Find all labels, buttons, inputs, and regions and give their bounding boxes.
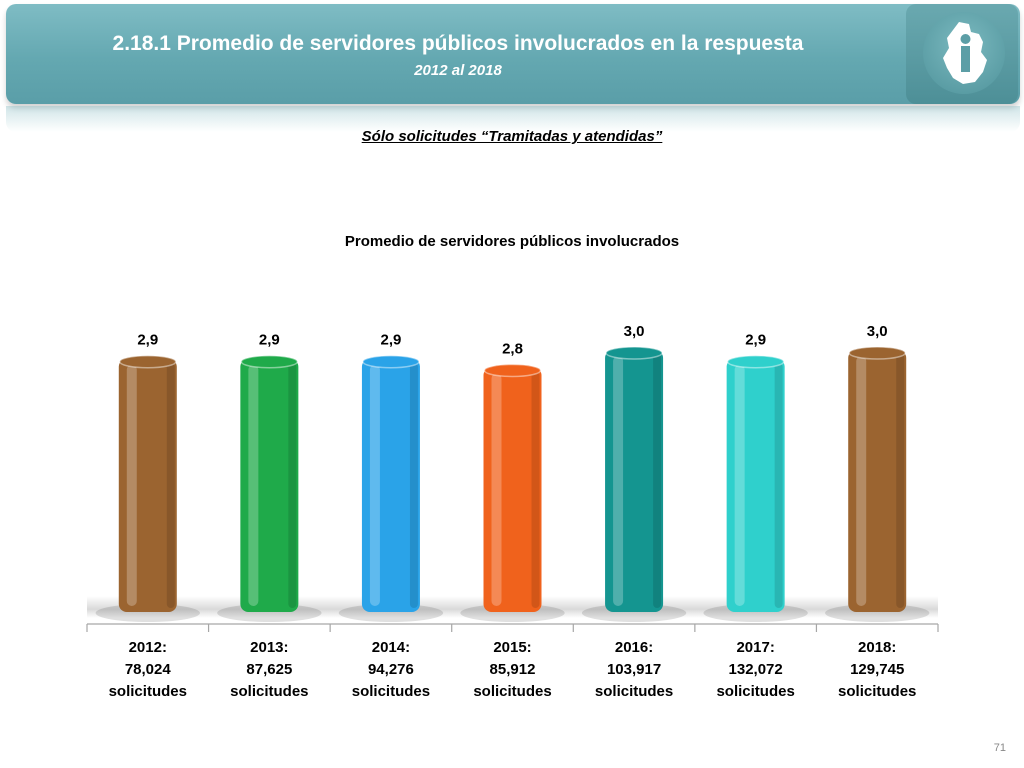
bar xyxy=(726,358,785,612)
bar-highlight xyxy=(491,373,502,606)
bar-cap xyxy=(605,346,663,360)
bar-highlight xyxy=(734,364,745,606)
cdmx-map-logo-icon xyxy=(943,22,987,84)
category-label-year: 2018: xyxy=(858,639,896,656)
bar xyxy=(240,358,299,612)
bar-edge xyxy=(653,354,662,608)
bar-edge xyxy=(531,371,540,608)
bar xyxy=(118,358,177,612)
bar-cap xyxy=(848,346,906,360)
category-label-year: 2014: xyxy=(372,639,410,656)
bar-cap xyxy=(483,363,542,378)
bar-cap xyxy=(362,354,420,369)
category-label-count: 78,024 xyxy=(125,661,172,678)
category-label-count: 103,917 xyxy=(607,661,661,678)
category-label-year: 2012: xyxy=(129,639,167,656)
category-label-count: 129,745 xyxy=(850,661,904,678)
page-subtitle: 2012 al 2018 xyxy=(414,62,502,79)
filter-note: Sólo solicitudes “Tramitadas y atendidas… xyxy=(361,128,663,145)
bar-value-label: 2,9 xyxy=(380,332,401,349)
bar xyxy=(848,350,907,612)
bar-cap xyxy=(119,354,177,369)
bar-highlight xyxy=(613,356,624,606)
page-title: 2.18.1 Promedio de servidores públicos i… xyxy=(112,32,804,55)
bar-highlight xyxy=(126,364,137,606)
chart-title: Promedio de servidores públicos involucr… xyxy=(345,233,679,250)
bar-edge xyxy=(166,362,175,608)
bar xyxy=(361,358,420,612)
category-label-unit: solicitudes xyxy=(473,683,551,700)
bar xyxy=(483,367,542,612)
category-label-count: 85,912 xyxy=(490,661,536,678)
logo-tile xyxy=(906,4,1018,104)
bar-edge xyxy=(774,362,783,608)
category-label-count: 94,276 xyxy=(368,661,414,678)
bar-value-label: 3,0 xyxy=(867,323,888,340)
category-label-year: 2013: xyxy=(250,639,288,656)
page-number: 71 xyxy=(993,742,1006,754)
category-label-unit: solicitudes xyxy=(109,683,187,700)
bar-value-label: 2,9 xyxy=(137,332,158,349)
bar xyxy=(605,350,664,612)
category-label-count: 87,625 xyxy=(246,661,292,678)
category-label-year: 2017: xyxy=(736,639,774,656)
category-label-unit: solicitudes xyxy=(716,683,794,700)
category-label-unit: solicitudes xyxy=(230,683,308,700)
category-label-count: 132,072 xyxy=(729,661,783,678)
bar-edge xyxy=(409,362,418,608)
category-label-year: 2015: xyxy=(493,639,531,656)
category-label-unit: solicitudes xyxy=(595,683,673,700)
header-banner xyxy=(6,4,1020,104)
bar-value-label: 2,9 xyxy=(745,332,766,349)
bar-value-label: 2,9 xyxy=(259,332,280,349)
category-label-unit: solicitudes xyxy=(352,683,430,700)
bar-value-label: 3,0 xyxy=(624,323,645,340)
bar-highlight xyxy=(856,356,867,606)
bar-highlight xyxy=(369,364,380,606)
bar-edge xyxy=(288,362,297,608)
bar-cap xyxy=(726,354,785,369)
logo-circle xyxy=(923,12,1005,94)
bar-highlight xyxy=(248,364,259,606)
category-label-unit: solicitudes xyxy=(838,683,916,700)
bar-value-label: 2,8 xyxy=(502,340,523,357)
header-reflection xyxy=(6,106,1020,132)
bar-cap xyxy=(240,354,299,369)
category-label-year: 2016: xyxy=(615,639,653,656)
bar-edge xyxy=(896,354,905,608)
